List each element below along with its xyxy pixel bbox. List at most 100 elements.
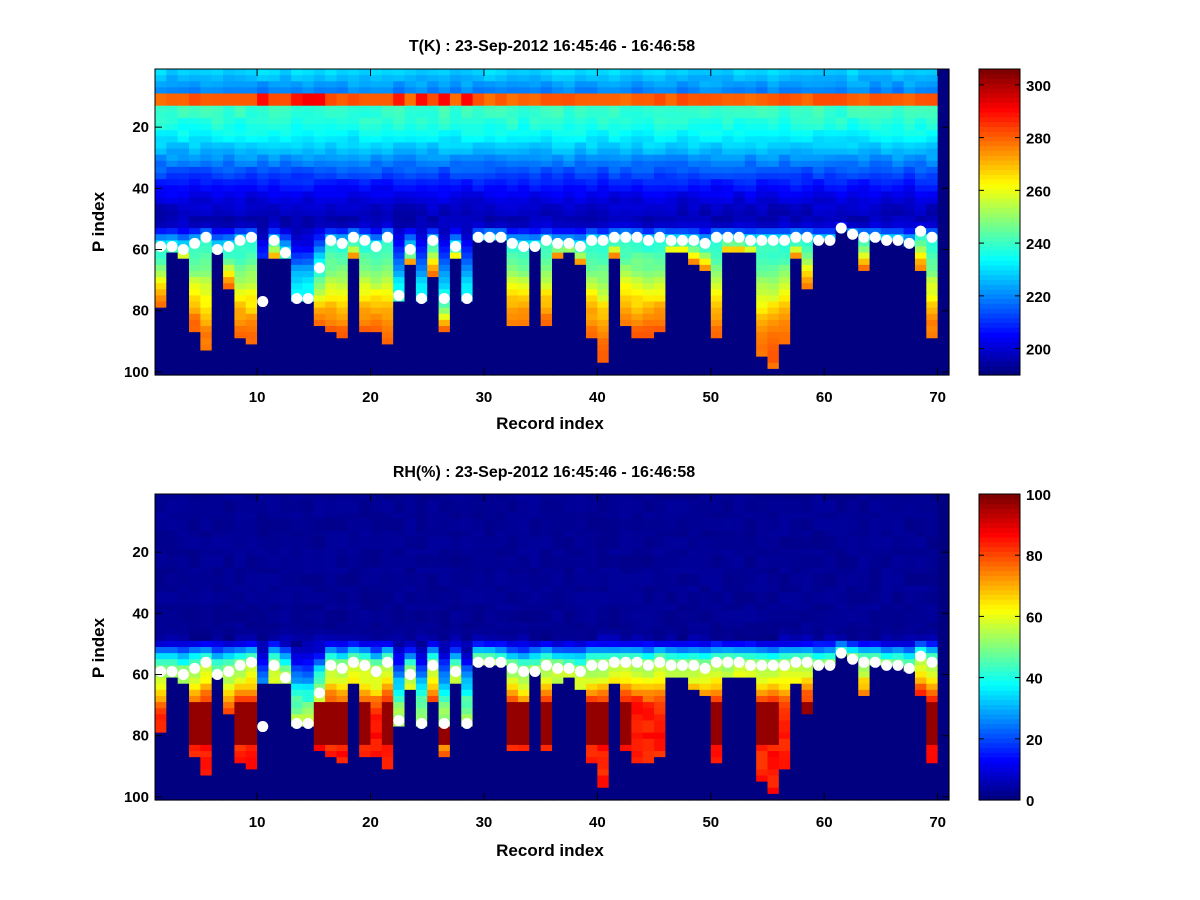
- heatmap-cell: [359, 222, 372, 229]
- heatmap-cell: [801, 215, 814, 223]
- heatmap-cell: [200, 616, 213, 624]
- surface-marker: [461, 293, 473, 304]
- heatmap-cell: [347, 344, 360, 352]
- heatmap-cell: [506, 289, 519, 297]
- heatmap-cell: [359, 130, 372, 137]
- heatmap-cell: [257, 173, 270, 180]
- heatmap-cell: [155, 659, 167, 666]
- heatmap-cell: [347, 555, 360, 562]
- heatmap-cell: [336, 726, 349, 734]
- heatmap-cell: [733, 69, 746, 76]
- heatmap-cell: [279, 160, 292, 168]
- heatmap-cell: [778, 179, 791, 186]
- heatmap-cell: [620, 160, 632, 168]
- heatmap-cell: [586, 203, 598, 211]
- heatmap-cell: [744, 283, 757, 290]
- heatmap-cell: [449, 81, 462, 88]
- heatmap-cell: [223, 209, 235, 217]
- heatmap-cell: [461, 148, 474, 156]
- heatmap-cell: [552, 313, 564, 321]
- heatmap-cell: [676, 289, 689, 297]
- heatmap-cell: [688, 117, 701, 125]
- heatmap-cell: [574, 234, 587, 241]
- heatmap-cell: [257, 75, 270, 82]
- heatmap-cell: [211, 105, 224, 113]
- heatmap-cell: [166, 708, 179, 715]
- heatmap-cell: [370, 154, 383, 162]
- heatmap-cell: [472, 264, 485, 272]
- heatmap-cell: [404, 598, 417, 605]
- heatmap-cell: [347, 362, 360, 370]
- surface-marker: [155, 240, 167, 252]
- heatmap-cell: [279, 579, 292, 587]
- heatmap-cell: [302, 579, 315, 587]
- heatmap-cell: [155, 561, 167, 569]
- heatmap-cell: [381, 289, 394, 297]
- heatmap-cell: [325, 124, 338, 131]
- heatmap-cell: [166, 763, 179, 770]
- heatmap-cell: [869, 362, 882, 370]
- heatmap-cell: [438, 549, 451, 556]
- heatmap-cell: [211, 561, 224, 569]
- heatmap-cell: [381, 362, 394, 370]
- heatmap-cell: [155, 494, 167, 501]
- heatmap-cell: [597, 356, 610, 364]
- heatmap-cell: [517, 252, 530, 260]
- heatmap-cell: [869, 154, 882, 162]
- heatmap-cell: [914, 301, 927, 309]
- heatmap-cell: [563, 246, 576, 254]
- heatmap-cell: [880, 173, 893, 180]
- heatmap-cell: [676, 203, 689, 211]
- heatmap-cell: [722, 264, 735, 272]
- heatmap-cell: [676, 99, 689, 107]
- heatmap-cell: [427, 111, 440, 119]
- heatmap-cell: [914, 93, 927, 101]
- heatmap-cell: [880, 319, 893, 327]
- heatmap-cell: [926, 326, 939, 333]
- surface-marker: [438, 293, 450, 304]
- heatmap-cell: [926, 362, 939, 370]
- heatmap-cell: [483, 222, 496, 229]
- heatmap-cell: [824, 289, 837, 297]
- heatmap-cell: [211, 307, 224, 315]
- heatmap-cell: [302, 75, 315, 82]
- heatmap-cell: [177, 234, 190, 241]
- heatmap-cell: [359, 524, 372, 532]
- heatmap-cell: [778, 313, 791, 321]
- heatmap-cell: [313, 270, 326, 278]
- heatmap-cell: [506, 179, 519, 186]
- heatmap-cell: [756, 289, 769, 297]
- heatmap-cell: [189, 598, 201, 605]
- heatmap-cell: [381, 270, 394, 278]
- heatmap-cell: [393, 726, 406, 734]
- heatmap-cell: [155, 142, 167, 150]
- heatmap-cell: [710, 69, 723, 76]
- heatmap-cell: [926, 209, 939, 217]
- heatmap-cell: [257, 215, 270, 223]
- heatmap-cell: [495, 283, 508, 290]
- heatmap-cell: [155, 319, 167, 327]
- heatmap-cell: [166, 81, 179, 88]
- heatmap-cell: [325, 561, 338, 569]
- heatmap-cell: [415, 683, 428, 691]
- heatmap-cell: [415, 787, 428, 795]
- heatmap-cell: [166, 344, 179, 352]
- heatmap-cell: [257, 751, 270, 758]
- heatmap-cell: [223, 561, 235, 569]
- heatmap-cell: [835, 289, 848, 297]
- heatmap-cell: [461, 124, 474, 131]
- heatmap-cell: [914, 264, 927, 272]
- heatmap-cell: [869, 130, 882, 137]
- heatmap-cell: [268, 769, 281, 777]
- heatmap-cell: [483, 240, 496, 248]
- heatmap-cell: [812, 105, 825, 113]
- heatmap-cell: [880, 111, 893, 119]
- heatmap-cell: [223, 530, 235, 538]
- heatmap-cell: [517, 228, 530, 235]
- heatmap-cell: [359, 75, 372, 82]
- heatmap-cell: [506, 252, 519, 260]
- heatmap-cell: [166, 549, 179, 556]
- heatmap-cell: [824, 179, 837, 186]
- heatmap-cell: [393, 622, 406, 630]
- heatmap-cell: [926, 185, 939, 192]
